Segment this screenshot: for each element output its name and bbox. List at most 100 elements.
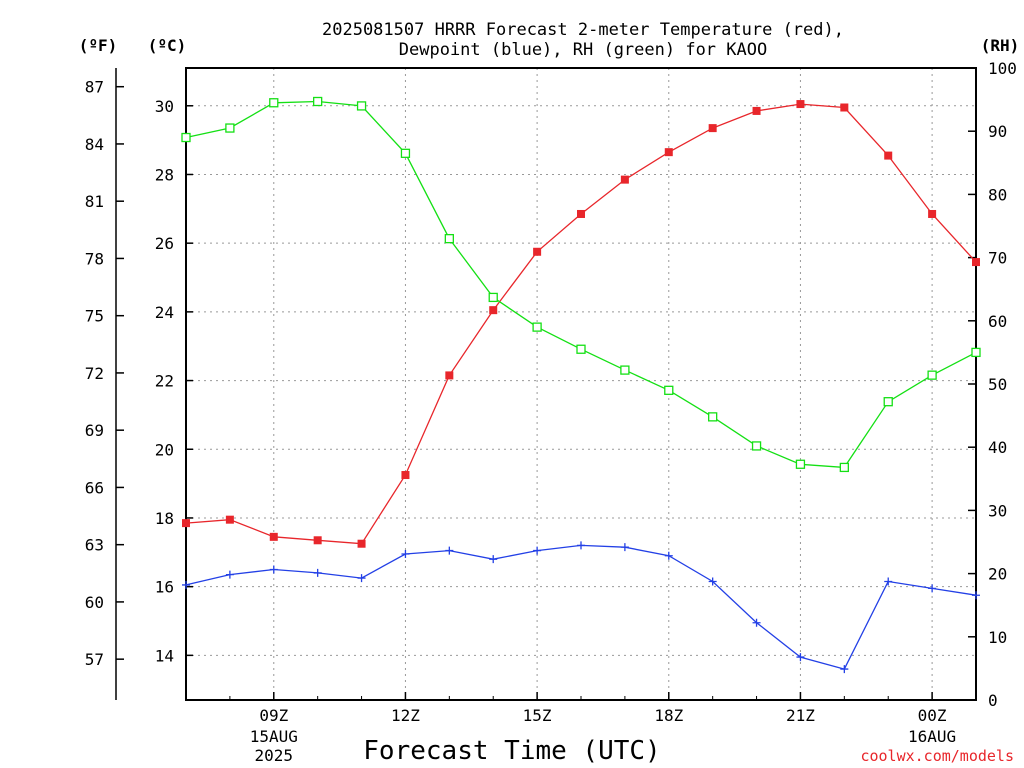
celsius-tick-label: 28 bbox=[155, 165, 174, 184]
rh-tick-label: 30 bbox=[988, 501, 1007, 520]
x-tick-label: 18Z bbox=[654, 706, 683, 725]
temperature-point bbox=[708, 124, 717, 133]
x-axis-title: Forecast Time (UTC) bbox=[363, 736, 660, 766]
dewpoint-point bbox=[972, 591, 980, 600]
rh-tick-label: 50 bbox=[988, 375, 1007, 394]
rh-point bbox=[620, 365, 630, 375]
rh-point bbox=[181, 132, 191, 143]
dewpoint-point bbox=[313, 568, 322, 577]
temperature-point bbox=[840, 103, 849, 112]
temperature-point bbox=[884, 151, 893, 160]
rh-point bbox=[356, 101, 367, 111]
rh-tick-label: 40 bbox=[988, 438, 1007, 457]
temperature-point bbox=[401, 471, 410, 480]
temperature-point bbox=[182, 519, 190, 528]
series bbox=[181, 96, 981, 674]
dewpoint-point bbox=[577, 541, 585, 550]
dewpoint-point bbox=[225, 570, 234, 579]
rh-tick-label: 70 bbox=[988, 249, 1007, 268]
dewpoint-point bbox=[796, 653, 805, 662]
fahrenheit-tick-label: 84 bbox=[85, 135, 104, 154]
rh-tick-label: 20 bbox=[988, 565, 1007, 584]
dewpoint-point bbox=[840, 665, 849, 674]
rh-point bbox=[400, 148, 411, 158]
rh-point bbox=[225, 123, 235, 133]
rh-point bbox=[883, 397, 893, 407]
dewpoint-point bbox=[928, 584, 937, 593]
celsius-tick-label: 18 bbox=[155, 509, 174, 528]
rh-point bbox=[795, 459, 806, 469]
celsius-tick-label: 22 bbox=[155, 372, 174, 391]
rh-point bbox=[839, 462, 849, 473]
temperature-point bbox=[972, 258, 980, 267]
temperature-line bbox=[185, 103, 977, 545]
temperature-point bbox=[752, 106, 761, 115]
dewpoint-point bbox=[357, 574, 366, 583]
temperature-point bbox=[796, 100, 805, 109]
rh-tick-label: 80 bbox=[988, 185, 1007, 204]
dewpoint-point bbox=[620, 543, 629, 552]
fahrenheit-tick-label: 81 bbox=[85, 192, 104, 211]
x-tick-label: 09Z bbox=[259, 706, 288, 725]
temperature-point bbox=[620, 175, 629, 184]
temperature-point bbox=[225, 515, 234, 524]
rh-tick-label: 0 bbox=[988, 691, 998, 710]
rh-point bbox=[708, 412, 718, 422]
x-tick-date: 15AUG bbox=[250, 727, 298, 746]
celsius-tick-label: 24 bbox=[155, 303, 174, 322]
temperature-point bbox=[445, 371, 454, 380]
temperature-point bbox=[928, 209, 937, 218]
dewpoint-point bbox=[533, 546, 542, 555]
chart-title-line2: Dewpoint (blue), RH (green) for KAOO bbox=[399, 40, 767, 60]
dewpoint-point bbox=[445, 546, 454, 555]
x-tick-label: 12Z bbox=[391, 706, 420, 725]
rh-tick-label: 100 bbox=[988, 59, 1017, 78]
x-tick-year: 2025 bbox=[255, 746, 294, 765]
fahrenheit-tick-label: 75 bbox=[85, 307, 104, 326]
dewpoint-line bbox=[185, 544, 977, 670]
dewpoint-point bbox=[884, 577, 893, 586]
dewpoint-point bbox=[489, 555, 498, 564]
temperature-point bbox=[489, 306, 498, 315]
fahrenheit-tick-label: 87 bbox=[85, 78, 104, 97]
temperature-point bbox=[664, 148, 673, 157]
celsius-tick-label: 16 bbox=[155, 578, 174, 597]
rh-point bbox=[927, 370, 937, 380]
temperature-point bbox=[269, 532, 278, 541]
rh-point bbox=[269, 98, 279, 108]
rh-point bbox=[488, 292, 498, 303]
temperature-point bbox=[533, 247, 542, 256]
dewpoint-point bbox=[269, 565, 278, 574]
rh-point bbox=[971, 347, 981, 358]
fahrenheit-tick-label: 69 bbox=[85, 421, 104, 440]
dewpoint-point bbox=[182, 580, 190, 589]
x-tick-label: 21Z bbox=[786, 706, 815, 725]
rh-point bbox=[532, 322, 542, 332]
rh-tick-label: 90 bbox=[988, 122, 1007, 141]
celsius-tick-label: 20 bbox=[155, 440, 174, 459]
celsius-tick-label: 30 bbox=[155, 97, 174, 116]
credit-link[interactable]: coolwx.com/models bbox=[860, 747, 1014, 765]
temperature-point bbox=[313, 536, 322, 545]
fahrenheit-tick-label: 63 bbox=[85, 536, 104, 555]
rh-tick-label: 60 bbox=[988, 312, 1007, 331]
plot-frame bbox=[185, 67, 977, 701]
celsius-tick-label: 14 bbox=[155, 646, 174, 665]
grid bbox=[186, 68, 976, 700]
fahrenheit-tick-label: 57 bbox=[85, 650, 104, 669]
rh-point bbox=[751, 441, 762, 451]
fahrenheit-tick-label: 66 bbox=[85, 478, 104, 497]
dewpoint-point bbox=[401, 550, 410, 559]
rh-unit-label: (RH) bbox=[981, 36, 1020, 55]
x-tick-label: 15Z bbox=[523, 706, 552, 725]
dewpoint-point bbox=[752, 618, 761, 627]
x-tick-date: 16AUG bbox=[908, 727, 956, 746]
fahrenheit-unit-label: (ºF) bbox=[79, 36, 118, 55]
x-tick-label: 00Z bbox=[918, 706, 947, 725]
celsius-unit-label: (ºC) bbox=[148, 36, 187, 55]
temperature-point bbox=[357, 539, 366, 548]
rh-point bbox=[313, 96, 323, 107]
rh-line bbox=[185, 100, 977, 469]
temperature-point bbox=[577, 209, 585, 218]
